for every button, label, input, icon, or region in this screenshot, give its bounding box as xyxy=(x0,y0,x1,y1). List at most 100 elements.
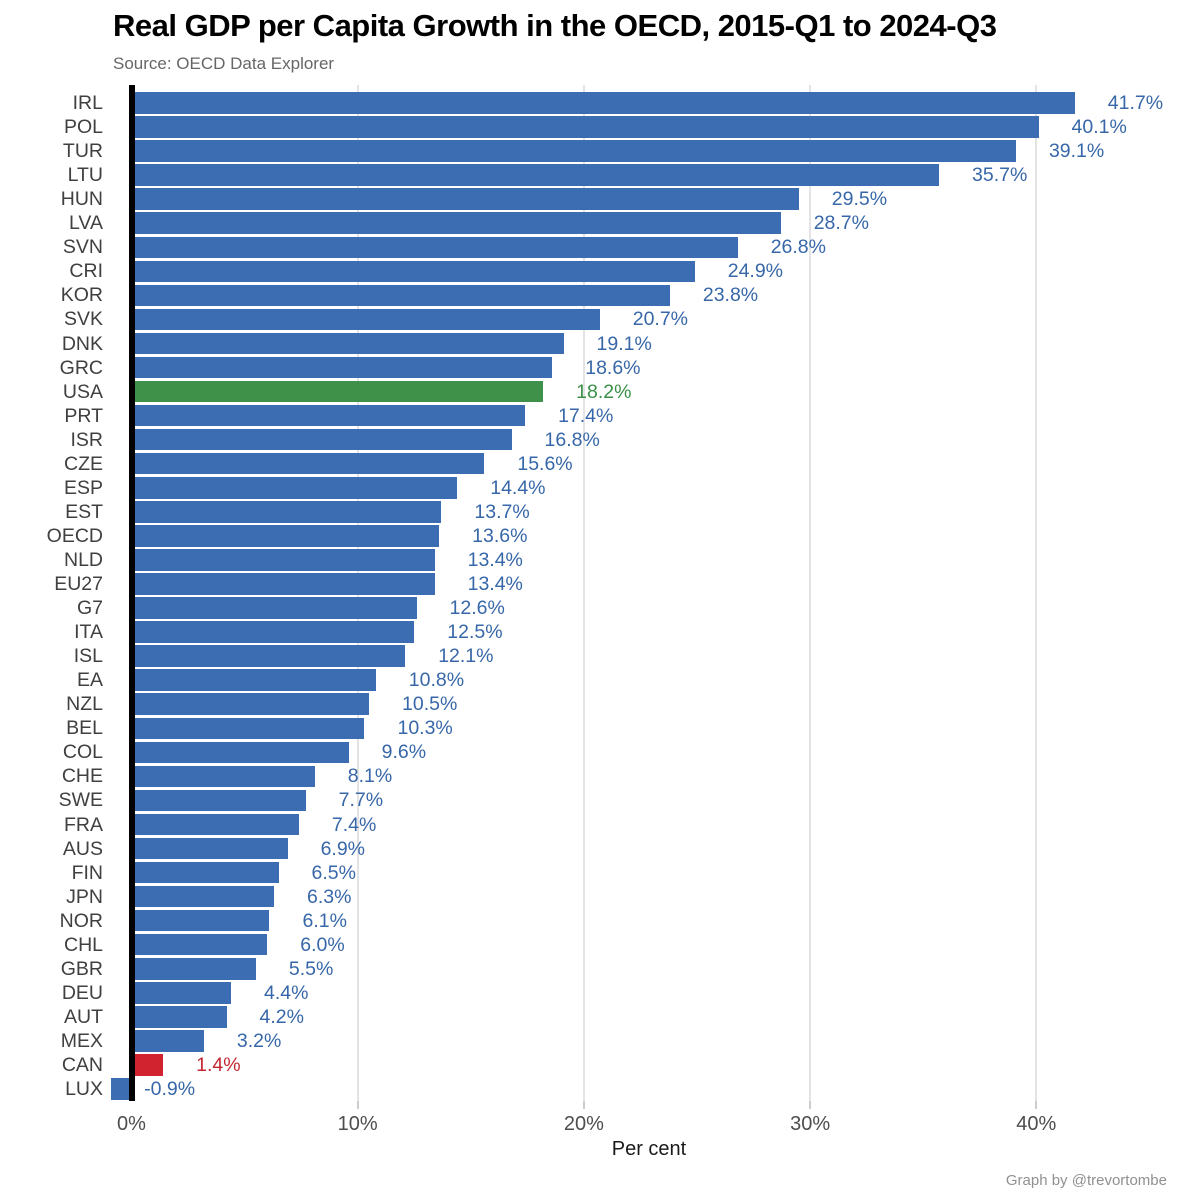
bar-esp xyxy=(131,477,458,499)
value-label: 29.5% xyxy=(831,188,888,211)
bar-mex xyxy=(131,1030,204,1052)
x-tick-label: 10% xyxy=(337,1113,378,1135)
x-axis-title: Per cent xyxy=(611,1138,687,1160)
category-label: CZE xyxy=(64,452,103,475)
gridline xyxy=(1035,85,1038,1101)
bar-kor xyxy=(131,284,670,307)
value-label: 12.5% xyxy=(447,621,503,644)
bar-aut xyxy=(131,1006,227,1028)
x-tick-mark xyxy=(809,1101,812,1109)
category-label: NOR xyxy=(59,909,103,932)
category-label: GRC xyxy=(59,356,103,379)
value-label: 13.4% xyxy=(467,573,523,595)
bar-isr xyxy=(131,428,512,451)
category-label: ITA xyxy=(74,621,103,644)
value-label: 7.4% xyxy=(331,813,377,836)
value-label: 24.9% xyxy=(727,260,784,283)
bar-nor xyxy=(131,909,270,932)
value-label: 10.8% xyxy=(408,669,465,692)
x-tick-label: 40% xyxy=(1016,1113,1057,1135)
gridline xyxy=(809,85,812,1101)
value-label: 35.7% xyxy=(972,164,1028,187)
bar-aus xyxy=(131,837,288,860)
category-label: HUN xyxy=(60,188,103,211)
bar-dnk xyxy=(131,332,564,355)
bar-gbr xyxy=(131,958,256,980)
value-label: 28.7% xyxy=(813,212,869,235)
x-tick-mark xyxy=(356,1101,359,1109)
bar-tur xyxy=(131,140,1016,162)
category-label: OECD xyxy=(46,524,103,547)
category-label: JPN xyxy=(66,885,103,908)
category-label: CHL xyxy=(63,933,103,956)
value-label: 9.6% xyxy=(381,741,427,764)
category-label: ESP xyxy=(63,476,103,499)
value-label: 16.8% xyxy=(544,428,600,451)
category-label: GBR xyxy=(60,957,103,980)
category-label: KOR xyxy=(60,284,103,307)
bar-lux xyxy=(111,1078,132,1100)
category-label: ISL xyxy=(73,645,103,668)
value-label: 18.6% xyxy=(585,356,641,379)
value-label: 40.1% xyxy=(1071,116,1127,139)
chart-subtitle: Source: OECD Data Explorer xyxy=(113,54,335,73)
value-label: 6.0% xyxy=(300,933,345,956)
bar-isl xyxy=(131,645,406,667)
bar-bel xyxy=(131,717,365,739)
category-label: SVN xyxy=(62,236,103,259)
bar-eu27 xyxy=(131,573,435,595)
bar-can xyxy=(131,1054,164,1076)
category-label: EU27 xyxy=(54,573,103,595)
bar-svk xyxy=(131,308,600,331)
category-label: G7 xyxy=(76,597,103,620)
category-label: ISR xyxy=(70,428,103,451)
bar-deu xyxy=(131,982,232,1004)
value-label: 6.1% xyxy=(302,909,347,932)
bar-grc xyxy=(131,356,553,379)
value-label: 4.4% xyxy=(264,981,309,1004)
bar-hun xyxy=(131,188,799,210)
category-label: CRI xyxy=(69,260,103,283)
bar-nld xyxy=(131,549,435,571)
value-label: 3.2% xyxy=(236,1029,282,1052)
category-label: EST xyxy=(65,500,103,523)
category-label: AUT xyxy=(64,1005,103,1028)
value-label: 4.2% xyxy=(259,1005,304,1028)
category-label: IRL xyxy=(72,92,103,114)
category-label: LUX xyxy=(65,1078,103,1101)
bar-ea xyxy=(131,669,376,691)
category-label: POL xyxy=(63,116,103,139)
category-label: EA xyxy=(76,669,103,692)
bar-fin xyxy=(131,861,279,884)
bar-g7 xyxy=(131,597,417,619)
bar-swe xyxy=(131,789,306,812)
category-label: SWE xyxy=(58,789,103,812)
value-label: 13.6% xyxy=(472,524,528,547)
value-label: 1.4% xyxy=(196,1054,241,1076)
x-tick-mark xyxy=(582,1101,585,1109)
value-label: 15.6% xyxy=(517,452,573,475)
category-label: DNK xyxy=(61,332,103,355)
x-tick-mark xyxy=(1035,1101,1038,1109)
bar-pol xyxy=(131,116,1039,138)
bar-jpn xyxy=(131,885,274,908)
value-label: 12.1% xyxy=(438,645,494,668)
value-label: 14.4% xyxy=(490,476,546,499)
category-label: CHE xyxy=(61,765,103,788)
bar-che xyxy=(131,765,315,788)
bar-ita xyxy=(131,621,415,643)
bar-svn xyxy=(131,236,738,258)
category-label: CAN xyxy=(61,1054,103,1076)
value-label: 20.7% xyxy=(632,308,689,331)
value-label: 6.3% xyxy=(307,885,352,908)
category-label: TUR xyxy=(62,140,103,163)
value-label: 12.6% xyxy=(449,597,505,620)
bar-oecd xyxy=(131,525,440,547)
category-label: BEL xyxy=(66,717,103,740)
category-label: COL xyxy=(62,741,103,764)
x-tick-label: 0% xyxy=(117,1113,146,1135)
category-label: LVA xyxy=(69,212,103,235)
bar-chl xyxy=(131,933,268,956)
bar-fra xyxy=(131,813,299,836)
